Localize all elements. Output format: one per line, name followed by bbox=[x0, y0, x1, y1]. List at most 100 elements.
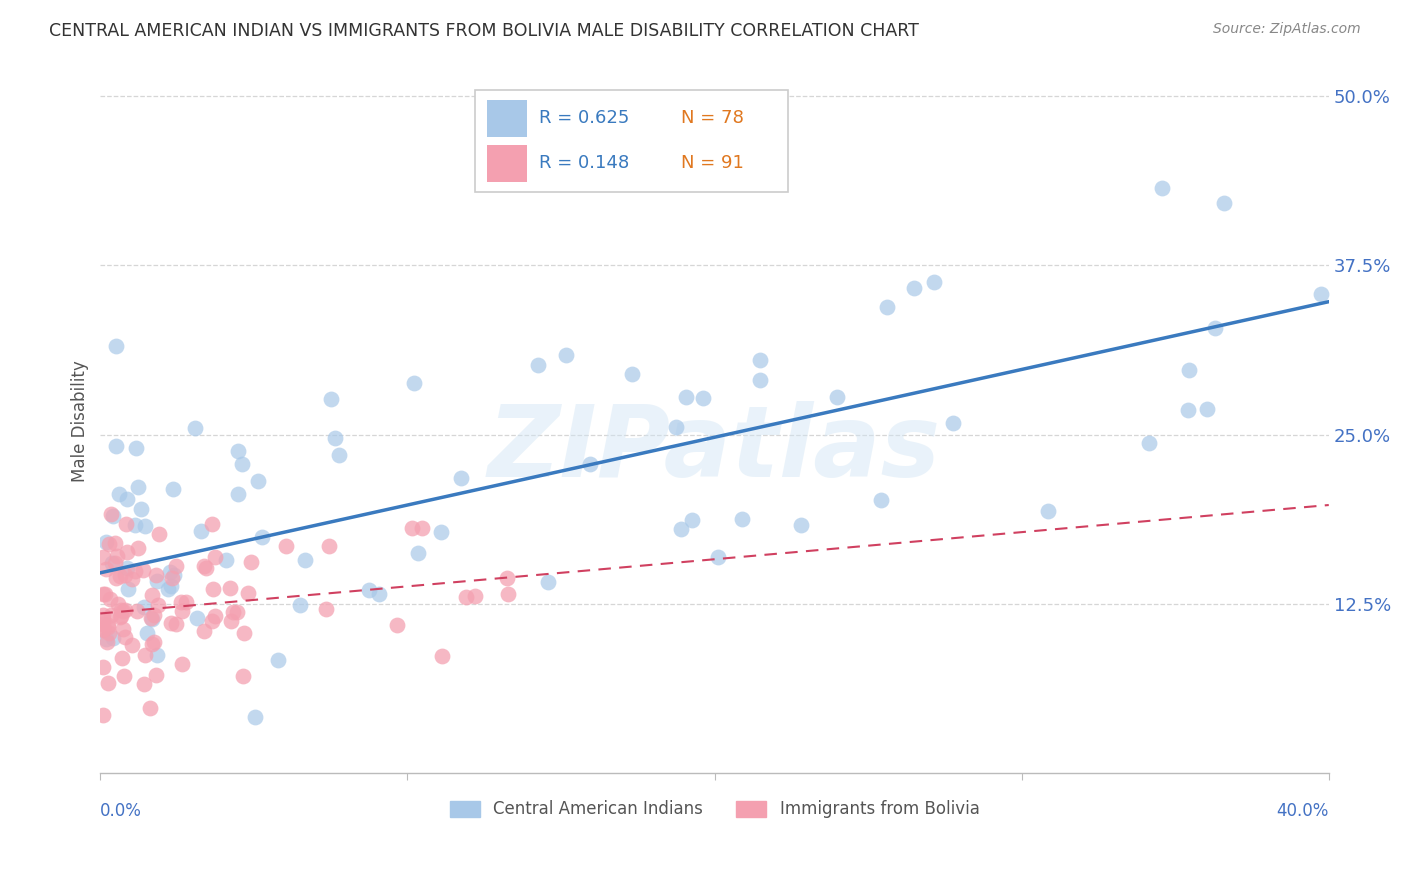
Point bbox=[162, 570, 184, 584]
Point bbox=[132, 677, 155, 691]
Point bbox=[100, 508, 122, 522]
Point bbox=[464, 589, 486, 603]
Point bbox=[96, 635, 118, 649]
FancyBboxPatch shape bbox=[488, 100, 527, 136]
Point bbox=[143, 635, 166, 649]
Point bbox=[111, 651, 134, 665]
Point bbox=[105, 549, 128, 564]
Point bbox=[134, 518, 156, 533]
Point bbox=[232, 669, 254, 683]
Point bbox=[112, 622, 135, 636]
Point bbox=[323, 431, 346, 445]
Point bbox=[903, 281, 925, 295]
Point bbox=[132, 599, 155, 614]
Point bbox=[170, 604, 193, 618]
Point bbox=[1178, 362, 1201, 376]
Point bbox=[288, 598, 311, 612]
Point bbox=[184, 421, 207, 435]
Y-axis label: Male Disability: Male Disability bbox=[72, 360, 89, 482]
Point bbox=[146, 648, 169, 662]
Point bbox=[121, 639, 143, 653]
Point bbox=[870, 493, 893, 508]
Point bbox=[127, 541, 149, 556]
Point bbox=[202, 582, 225, 597]
Point bbox=[790, 518, 813, 533]
Text: ZIPatlas: ZIPatlas bbox=[488, 401, 941, 498]
Point bbox=[232, 626, 254, 640]
Point bbox=[93, 617, 115, 632]
Point bbox=[114, 603, 136, 617]
Point bbox=[160, 579, 183, 593]
Point bbox=[200, 614, 222, 628]
Point bbox=[456, 590, 478, 604]
Point bbox=[112, 604, 135, 618]
Point bbox=[165, 559, 187, 574]
Point bbox=[163, 567, 186, 582]
Point bbox=[385, 618, 408, 632]
Point bbox=[193, 624, 215, 639]
Point bbox=[93, 660, 115, 674]
Point bbox=[731, 511, 754, 525]
Point bbox=[139, 611, 162, 625]
FancyBboxPatch shape bbox=[488, 145, 527, 182]
Point bbox=[97, 626, 120, 640]
Point bbox=[876, 300, 898, 314]
Point bbox=[159, 565, 181, 579]
Point bbox=[97, 620, 120, 634]
Point bbox=[221, 614, 243, 628]
Point bbox=[190, 524, 212, 538]
Point bbox=[692, 391, 714, 405]
Point bbox=[681, 513, 703, 527]
Point bbox=[93, 587, 115, 601]
Text: 0.0%: 0.0% bbox=[100, 802, 142, 820]
Point bbox=[98, 536, 121, 550]
Point bbox=[707, 550, 730, 565]
Point bbox=[536, 574, 558, 589]
Point bbox=[239, 555, 262, 569]
Point bbox=[103, 632, 125, 646]
Point bbox=[225, 605, 247, 619]
Point bbox=[107, 597, 129, 611]
Point bbox=[121, 572, 143, 586]
Point bbox=[1137, 435, 1160, 450]
Point bbox=[1036, 504, 1059, 518]
Point bbox=[432, 649, 454, 664]
Point bbox=[104, 439, 127, 453]
Text: N = 91: N = 91 bbox=[682, 154, 744, 172]
Point bbox=[114, 630, 136, 644]
Point bbox=[267, 653, 290, 667]
Point bbox=[124, 518, 146, 533]
Point bbox=[107, 487, 129, 501]
Point bbox=[231, 457, 253, 471]
Point bbox=[450, 471, 472, 485]
Point bbox=[1212, 196, 1234, 211]
Point bbox=[93, 622, 115, 636]
Point bbox=[93, 708, 115, 723]
Point bbox=[315, 602, 337, 616]
Text: R = 0.148: R = 0.148 bbox=[538, 154, 628, 172]
Point bbox=[195, 561, 218, 575]
Point bbox=[141, 637, 163, 651]
Point bbox=[110, 602, 132, 616]
Point bbox=[318, 539, 340, 553]
Point bbox=[495, 571, 517, 585]
Point bbox=[93, 549, 115, 564]
Point bbox=[215, 553, 238, 567]
Point bbox=[94, 562, 117, 576]
Point bbox=[236, 585, 259, 599]
Point bbox=[110, 608, 132, 623]
Point bbox=[108, 568, 131, 582]
Point bbox=[125, 604, 148, 618]
Point bbox=[93, 612, 115, 626]
Point bbox=[665, 420, 688, 434]
Point bbox=[294, 553, 316, 567]
Point bbox=[204, 608, 226, 623]
Point bbox=[94, 587, 117, 601]
Point bbox=[97, 618, 120, 632]
Point bbox=[162, 482, 184, 496]
Point bbox=[139, 701, 162, 715]
Point bbox=[145, 667, 167, 681]
Point bbox=[141, 588, 163, 602]
Point bbox=[219, 581, 242, 595]
Point bbox=[131, 563, 153, 577]
